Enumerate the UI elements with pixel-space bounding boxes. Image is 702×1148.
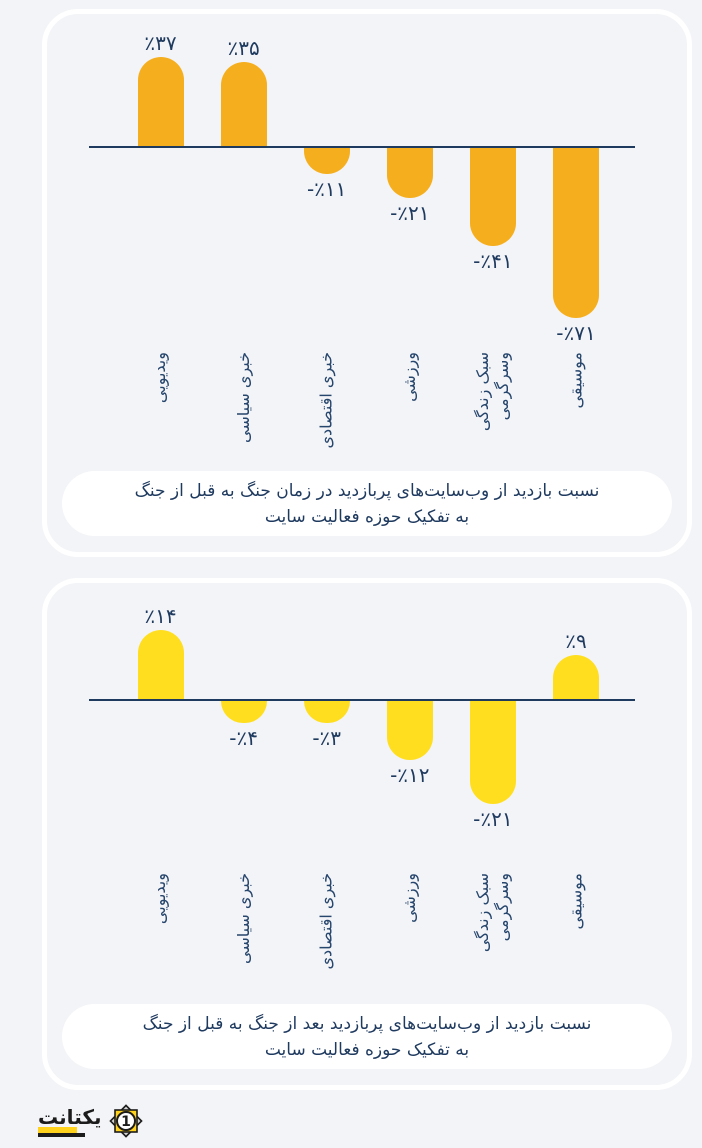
card-chart-during-war: -٪۷۱ موسیقی -٪۴۱ سبک زندگی وسرگرمی -٪۲۱ ورزشی… bbox=[42, 9, 692, 557]
bar-positive bbox=[137, 57, 184, 146]
bar-value-label: ٪۹ bbox=[565, 628, 587, 653]
bar-value-label: -٪۱۲ bbox=[390, 762, 430, 787]
bar-value-label: -٪۴۱ bbox=[473, 249, 513, 274]
caption-line-2: به تفکیک حوزه فعالیت سایت bbox=[264, 506, 470, 527]
bar-value-label: ٪۳۷ bbox=[144, 31, 177, 56]
bar-negative bbox=[553, 148, 599, 319]
zero-axis-line bbox=[89, 146, 635, 148]
card-chart-after-war: ٪۹ موسیقی -٪۲۱ سبک زندگی وسرگرمی -٪۱۲ ورزشی -٪… bbox=[42, 578, 692, 1090]
bar-value-label: -٪۴ bbox=[229, 726, 258, 750]
bar-negative bbox=[303, 701, 350, 723]
yektanet-logo: یکتانت 1 bbox=[38, 1100, 145, 1142]
bar-negative bbox=[303, 148, 350, 175]
badge-number: 1 bbox=[121, 1114, 131, 1130]
chart-caption-during-war: نسبت بازدید از وب‌سایت‌های پربازدید در ز… bbox=[62, 471, 672, 536]
bar-positive bbox=[137, 630, 184, 699]
wordmark-underline-yellow bbox=[38, 1127, 78, 1133]
yektanet-badge-icon: 1 bbox=[108, 1104, 143, 1138]
category-label: ویدیویی bbox=[150, 352, 170, 404]
category-label: موسیقی bbox=[566, 352, 585, 409]
category-label: خبری اقتصادی bbox=[316, 352, 336, 449]
bar-negative bbox=[386, 701, 433, 760]
bar-positive bbox=[553, 654, 599, 699]
category-label: خبری سیاسی bbox=[233, 873, 253, 965]
caption-line-1: نسبت بازدید از وب‌سایت‌های پربازدید بعد … bbox=[142, 1013, 592, 1034]
bar-positive bbox=[220, 62, 267, 146]
bar-negative bbox=[469, 701, 516, 804]
bar-value-label: ٪۱۴ bbox=[144, 604, 177, 629]
bar-chart-after-war: ٪۹ موسیقی -٪۲۱ سبک زندگی وسرگرمی -٪۱۲ ورزشی -٪… bbox=[47, 583, 687, 1085]
bar-negative bbox=[386, 148, 433, 199]
chart-caption-after-war: نسبت بازدید از وب‌سایت‌های پربازدید بعد … bbox=[62, 1004, 672, 1069]
category-label: سبک زندگی وسرگرمی bbox=[472, 873, 512, 953]
category-label: ورزشی bbox=[399, 873, 419, 923]
bar-value-label: ٪۳۵ bbox=[227, 36, 260, 60]
bar-value-label: -٪۲۱ bbox=[390, 201, 430, 226]
caption-line-2: به تفکیک حوزه فعالیت سایت bbox=[264, 1039, 470, 1060]
bar-value-label: -٪۷۱ bbox=[556, 321, 596, 346]
bar-negative bbox=[220, 701, 267, 723]
zero-axis-line bbox=[89, 699, 635, 701]
category-label: خبری سیاسی bbox=[233, 352, 253, 444]
category-label: سبک زندگی وسرگرمی bbox=[472, 352, 512, 432]
category-label: موسیقی bbox=[566, 873, 585, 930]
bar-value-label: -٪۳ bbox=[312, 726, 342, 750]
bar-value-label: -٪۲۱ bbox=[473, 806, 513, 831]
bar-chart-during-war: -٪۷۱ موسیقی -٪۴۱ سبک زندگی وسرگرمی -٪۲۱ ورزشی… bbox=[47, 14, 687, 552]
wordmark-underline-dark bbox=[38, 1133, 85, 1137]
category-label: ویدیویی bbox=[150, 873, 170, 925]
bar-negative bbox=[469, 148, 516, 247]
category-label: خبری اقتصادی bbox=[316, 873, 336, 970]
category-label: ورزشی bbox=[399, 352, 419, 402]
yektanet-wordmark: یکتانت bbox=[38, 1105, 102, 1137]
caption-line-1: نسبت بازدید از وب‌سایت‌های پربازدید در ز… bbox=[134, 480, 600, 501]
bar-value-label: -٪۱۱ bbox=[306, 177, 347, 202]
wordmark-text: یکتانت bbox=[38, 1105, 102, 1129]
